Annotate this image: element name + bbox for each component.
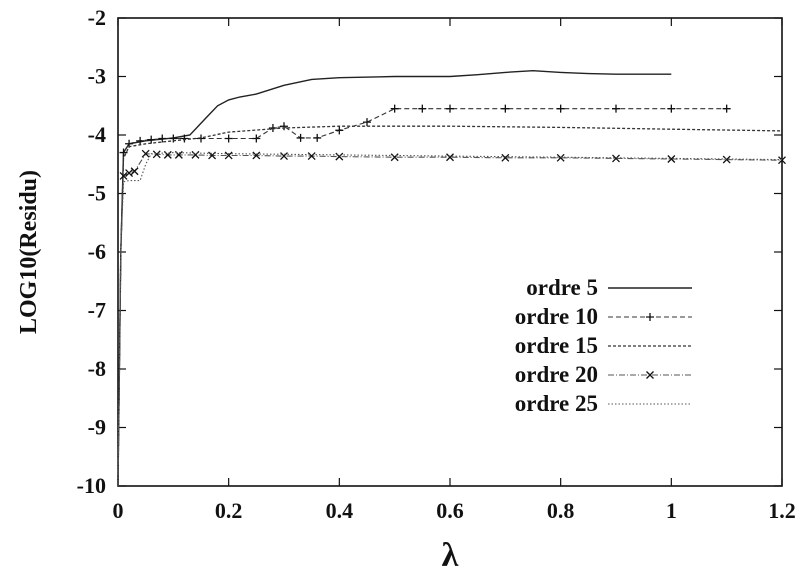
x-tick-labels: 0 0.2 0.4 0.6 0.8 1 1.2 (113, 498, 796, 523)
series-line (117, 152, 783, 487)
series-ordre-20 (117, 149, 786, 487)
y-tick-label: -3 (88, 64, 106, 89)
y-tick-label: -5 (88, 181, 106, 206)
x-tick-label: 1.2 (768, 498, 796, 523)
y-tick-label: -10 (77, 473, 106, 498)
data-point-plus (136, 136, 145, 145)
data-point-plus (501, 104, 510, 113)
data-point-x (130, 167, 139, 176)
data-point-x (252, 151, 261, 160)
data-point-x (612, 154, 620, 163)
plot-frame (117, 17, 783, 487)
data-point-x (778, 156, 786, 165)
legend-label: ordre 5 (526, 275, 598, 300)
data-point-x (224, 151, 233, 160)
y-tick-label: -8 (88, 356, 106, 381)
data-point-plus (180, 134, 189, 143)
series-ordre-15 (117, 125, 783, 487)
legend-label: ordre 20 (515, 362, 598, 387)
x-tick-label: 0.8 (547, 498, 575, 523)
data-point-plus (390, 104, 399, 113)
data-point-plus (646, 313, 654, 321)
x-tick-label: 0.4 (326, 498, 354, 523)
legend-label: ordre 25 (515, 391, 598, 416)
tick-marks (117, 17, 783, 487)
y-tick-label: -6 (88, 239, 106, 264)
data-point-plus (280, 122, 288, 131)
data-point-plus (418, 104, 427, 113)
data-point-plus (119, 148, 128, 157)
x-axis-title: λ (442, 537, 459, 571)
data-point-plus (296, 133, 305, 142)
data-point-plus (722, 104, 731, 113)
legend-label: ordre 15 (515, 333, 598, 358)
legend: ordre 5 ordre 10 ordre 15 ordre 20 ordre 25 (515, 275, 692, 416)
data-point-x (390, 153, 399, 162)
data-point-plus (667, 104, 676, 113)
data-point-x (667, 155, 676, 163)
data-point-x (501, 153, 510, 162)
data-point-x (646, 371, 654, 379)
y-tick-label: -9 (88, 415, 106, 440)
data-point-x (125, 169, 134, 177)
data-point-plus (612, 104, 620, 113)
data-point-plus (252, 134, 261, 143)
y-tick-label: -7 (88, 298, 106, 323)
data-point-x (722, 155, 731, 164)
legend-label: ordre 10 (515, 304, 598, 329)
series-ordre-25 (117, 152, 783, 487)
x-tick-label: 0 (113, 498, 124, 523)
data-point-x (152, 150, 161, 159)
series-layer (117, 69, 786, 487)
data-point-plus (363, 118, 371, 127)
data-point-plus (268, 123, 277, 132)
data-point-plus (147, 135, 156, 144)
x-tick-label: 1 (666, 498, 677, 523)
y-axis-title: LOG10(Residu) (16, 170, 42, 334)
data-point-x (119, 171, 128, 180)
data-point-plus (313, 133, 322, 142)
y-tick-labels: -10 -9 -8 -7 -6 -5 -4 -3 -2 (77, 5, 106, 498)
data-point-x (141, 149, 150, 158)
x-tick-label: 0.6 (436, 498, 464, 523)
data-point-plus (224, 134, 233, 143)
data-point-plus (556, 104, 565, 113)
data-point-x (446, 153, 454, 162)
data-point-plus (158, 134, 167, 143)
data-point-plus (446, 104, 454, 113)
series-ordre-10 (117, 104, 731, 487)
series-line (117, 153, 783, 487)
series-line (117, 125, 783, 487)
series-line (117, 108, 727, 487)
data-point-plus (335, 126, 344, 135)
y-tick-label: -2 (88, 5, 106, 30)
y-tick-label: -4 (88, 122, 106, 147)
x-tick-label: 0.2 (215, 498, 243, 523)
data-point-x (335, 152, 344, 161)
data-point-x (307, 152, 316, 161)
data-point-x (556, 153, 565, 162)
